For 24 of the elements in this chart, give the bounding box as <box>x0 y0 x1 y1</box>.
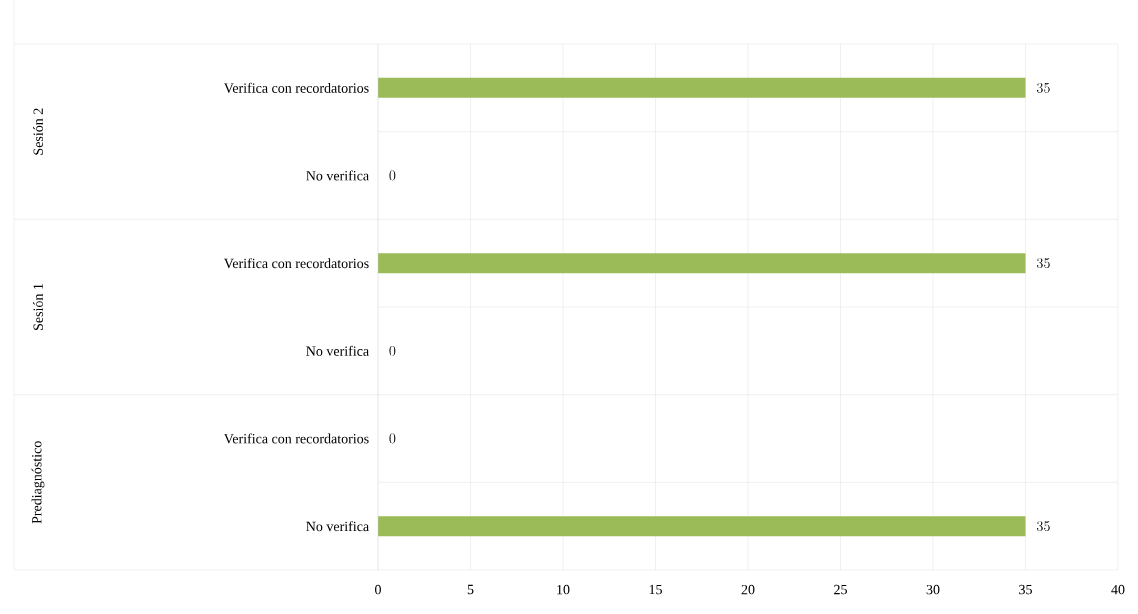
data-label: 0 <box>389 433 396 444</box>
y-tick-label: No verifica <box>306 345 369 356</box>
x-tick-label: 5 <box>467 584 474 595</box>
x-tick-label: 10 <box>557 584 570 595</box>
y-tick-label: Verifica con recordatorios <box>223 433 369 444</box>
x-tick-label: 20 <box>741 584 755 595</box>
x-tick-label: 40 <box>1111 584 1125 595</box>
x-tick-label: 30 <box>926 584 940 595</box>
data-label: 0 <box>389 170 396 181</box>
text: Prediagnóstico <box>31 441 45 524</box>
text: Sesión 1 <box>33 283 43 330</box>
data-label: 0 <box>389 345 396 356</box>
data-label: 35 <box>1036 521 1050 532</box>
x-tick-label: 25 <box>834 584 847 595</box>
y-tick-label: Verifica con recordatorios <box>223 258 369 269</box>
y-tick-label: No verifica <box>306 170 369 181</box>
data-label: 35 <box>1036 258 1050 269</box>
data-label: 35 <box>1036 82 1050 93</box>
x-tick-label: 15 <box>649 584 662 595</box>
x-tick-label: 0 <box>375 584 381 595</box>
y-tick-label: No verifica <box>306 521 369 532</box>
x-tick-label: 35 <box>1019 584 1032 595</box>
text: Sesión 2 <box>33 108 43 155</box>
y-tick-label: Verifica con recordatorios <box>223 82 369 93</box>
